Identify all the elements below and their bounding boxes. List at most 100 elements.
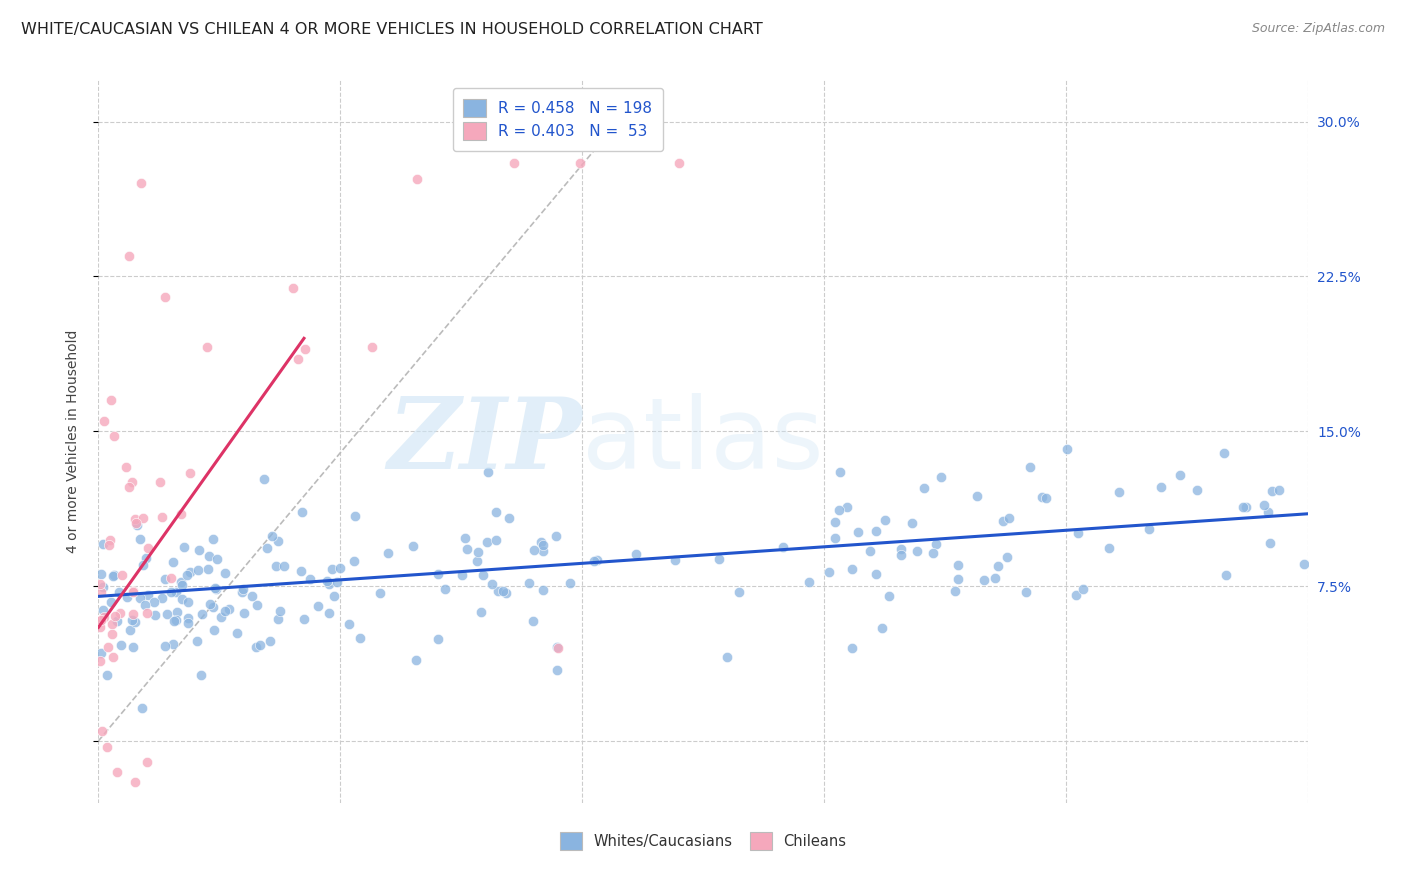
Point (1064, 588, 1087, 602)
Point (103, 608, 125, 623)
Point (1268, 483, 1291, 498)
Point (252, 472, 274, 486)
Point (323, 589, 346, 603)
Point (245, 640, 267, 654)
Point (266, 533, 288, 548)
Point (984, 571, 1007, 585)
Point (121, 475, 143, 490)
Point (929, 470, 952, 484)
Point (131, 701, 153, 715)
Point (89, 576, 111, 591)
Point (495, 586, 517, 600)
Point (129, 591, 152, 605)
Point (122, 607, 145, 622)
Point (264, 558, 287, 573)
Point (337, 616, 360, 631)
Point (824, 531, 846, 545)
Point (1213, 446, 1236, 460)
Point (1258, 536, 1281, 550)
Point (96, 667, 118, 681)
Point (454, 531, 477, 545)
Point (218, 602, 240, 616)
Point (318, 606, 340, 620)
Point (110, 638, 132, 652)
Point (156, 607, 179, 622)
Point (485, 533, 508, 547)
Y-axis label: 4 or more Vehicles in Household: 4 or more Vehicles in Household (66, 330, 80, 553)
Point (91, 537, 114, 551)
Point (875, 514, 897, 528)
Point (91, 723, 114, 738)
Point (262, 529, 284, 543)
Point (177, 610, 200, 624)
Point (287, 351, 309, 366)
Point (321, 562, 343, 576)
Point (531, 582, 554, 597)
Point (120, 623, 142, 637)
Point (135, 606, 157, 620)
Point (471, 567, 494, 582)
Point (89, 614, 111, 628)
Point (187, 543, 209, 558)
Point (124, 512, 146, 526)
Point (451, 567, 474, 582)
Point (225, 626, 247, 640)
Point (307, 599, 329, 613)
Point (204, 581, 226, 595)
Point (519, 575, 541, 590)
Point (890, 548, 912, 562)
Point (316, 574, 339, 589)
Point (176, 567, 198, 582)
Point (797, 574, 820, 589)
Point (205, 582, 228, 597)
Point (292, 612, 315, 626)
Point (481, 576, 503, 591)
Point (118, 249, 141, 263)
Point (201, 599, 224, 614)
Point (172, 578, 194, 592)
Point (129, 533, 152, 547)
Point (124, 775, 146, 789)
Point (273, 558, 295, 573)
Point (200, 597, 222, 611)
Point (96, 640, 118, 654)
Point (149, 475, 172, 490)
Point (486, 583, 509, 598)
Point (160, 571, 183, 585)
Point (125, 516, 148, 531)
Point (294, 343, 316, 357)
Point (246, 598, 269, 612)
Point (1071, 582, 1094, 596)
Point (105, 614, 128, 628)
Point (835, 500, 858, 515)
Point (707, 552, 730, 566)
Point (135, 755, 157, 769)
Point (232, 582, 254, 596)
Point (190, 607, 212, 621)
Point (406, 172, 429, 186)
Point (377, 546, 399, 560)
Point (426, 632, 449, 646)
Point (349, 631, 371, 645)
Point (998, 511, 1021, 525)
Point (966, 489, 988, 503)
Point (492, 584, 515, 599)
Point (290, 564, 312, 578)
Point (166, 605, 188, 619)
Point (546, 529, 568, 543)
Point (859, 544, 882, 558)
Point (865, 524, 887, 538)
Point (467, 554, 489, 568)
Point (202, 532, 225, 546)
Point (163, 614, 186, 628)
Point (946, 558, 969, 572)
Point (177, 616, 200, 631)
Text: WHITE/CAUCASIAN VS CHILEAN 4 OR MORE VEHICLES IN HOUSEHOLD CORRELATION CHART: WHITE/CAUCASIAN VS CHILEAN 4 OR MORE VEH… (21, 22, 763, 37)
Point (90, 613, 112, 627)
Point (546, 640, 568, 655)
Point (90, 646, 112, 660)
Point (90, 585, 112, 599)
Point (136, 588, 159, 602)
Point (117, 480, 139, 494)
Point (546, 663, 568, 677)
